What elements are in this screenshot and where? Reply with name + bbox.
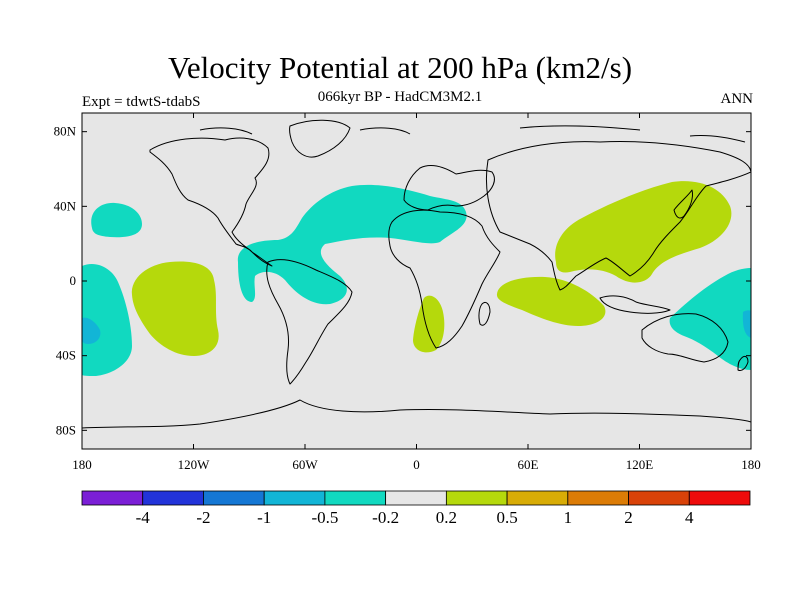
colorbar-label: -0.2 xyxy=(372,508,399,527)
coast-southeast-asia-islands xyxy=(599,295,671,314)
colorbar-label: 2 xyxy=(624,508,633,527)
lon-tick-label: 0 xyxy=(413,457,420,472)
region-australia-negative xyxy=(669,268,751,370)
coast-antarctica xyxy=(82,399,751,429)
coast-asia xyxy=(486,140,751,291)
lat-tick-label: 40S xyxy=(56,348,76,363)
colorbar-swatch xyxy=(142,490,204,506)
coastlines xyxy=(82,119,751,429)
experiment-label: Expt = tdwtS-tdabS xyxy=(82,94,201,110)
coast-new-zealand xyxy=(737,355,749,371)
map-title: Velocity Potential at 200 hPa (km2/s) xyxy=(167,50,633,85)
colorbar-swatch xyxy=(263,490,326,506)
contour-fills xyxy=(82,181,751,376)
lon-tick-label: 180 xyxy=(741,457,761,472)
lon-tick-label: 120E xyxy=(626,457,654,472)
colorbar-swatch xyxy=(324,490,387,506)
region-asia-positive xyxy=(555,181,732,283)
coast-arctic-islands xyxy=(199,125,746,143)
colorbar-swatch xyxy=(203,490,265,506)
region-australia-core xyxy=(742,310,751,338)
coast-australia xyxy=(641,313,729,363)
colorbar-label: 1 xyxy=(564,508,573,527)
colorbar-label: 0.5 xyxy=(496,508,517,527)
colorbar-swatch xyxy=(385,490,447,506)
coast-europe xyxy=(403,165,495,211)
lon-tick-label: 60E xyxy=(518,457,539,472)
colorbar-swatch xyxy=(506,490,569,506)
colorbar-label: 0.2 xyxy=(436,508,457,527)
colorbar: -4 -2 -1 -0.5 -0.2 0.2 0.5 1 2 4 xyxy=(81,490,751,527)
coast-greenland xyxy=(289,119,351,158)
lat-tick-label: 80S xyxy=(56,422,76,437)
lat-tick-label: 80N xyxy=(54,124,77,139)
region-south-africa-positive xyxy=(413,295,445,353)
region-southwest-pacific-negative xyxy=(82,263,132,376)
map-axis: 180 120W 60W 0 60E 120E 180 80N 40N 0 40S 80S xyxy=(54,113,761,472)
lat-tick-label: 40N xyxy=(54,198,77,213)
colorbar-label: -2 xyxy=(196,508,210,527)
colorbar-swatch xyxy=(445,490,508,506)
map-subtitle: 066kyr BP - HadCM3M2.1 xyxy=(317,89,483,105)
colorbar-swatch xyxy=(81,490,144,506)
region-southwest-pacific-core xyxy=(82,317,101,344)
colorbar-label: -4 xyxy=(136,508,151,527)
lat-tick-label: 0 xyxy=(70,273,77,288)
season-label: ANN xyxy=(720,91,754,107)
lon-tick-label: 60W xyxy=(292,457,318,472)
region-indian-ocean-positive xyxy=(496,276,606,326)
lon-tick-label: 120W xyxy=(178,457,211,472)
lon-tick-label: 180 xyxy=(72,457,92,472)
colorbar-swatch xyxy=(567,490,629,506)
colorbar-label: -0.5 xyxy=(311,508,338,527)
colorbar-swatch xyxy=(628,490,690,506)
coast-madagascar xyxy=(478,301,491,326)
region-atlantic-eurasia-negative xyxy=(237,184,467,305)
coast-north-america xyxy=(149,137,273,267)
region-south-pacific-positive xyxy=(131,261,219,356)
colorbar-swatch xyxy=(688,490,751,506)
coast-africa xyxy=(388,209,501,349)
coast-south-america xyxy=(266,259,353,385)
colorbar-label: -1 xyxy=(257,508,271,527)
colorbar-label: 4 xyxy=(685,508,694,527)
coast-japan xyxy=(673,189,693,219)
region-north-pacific-negative xyxy=(91,202,142,238)
